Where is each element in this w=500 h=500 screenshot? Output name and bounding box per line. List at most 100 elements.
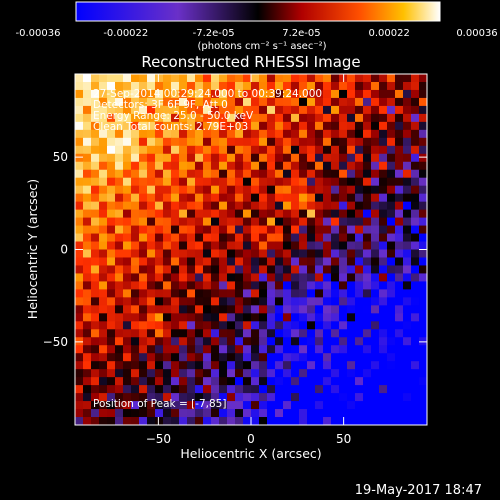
heatmap-cell — [235, 217, 244, 227]
heatmap-cell — [179, 297, 188, 306]
heatmap-cell — [187, 369, 196, 378]
heatmap-cell — [339, 233, 348, 243]
heatmap-cell — [387, 417, 396, 425]
heatmap-cell — [195, 74, 204, 83]
heatmap-cell — [123, 281, 132, 290]
heatmap-cell — [139, 169, 148, 179]
heatmap-cell — [91, 225, 100, 235]
heatmap-cell — [403, 225, 412, 235]
heatmap-cell — [291, 81, 300, 91]
heatmap-cell — [275, 401, 284, 410]
heatmap-cell — [203, 377, 212, 386]
heatmap-cell — [107, 281, 116, 290]
heatmap-cell — [251, 313, 260, 322]
heatmap-cell — [147, 409, 156, 418]
heatmap-cell — [387, 329, 396, 338]
heatmap-cell — [315, 289, 324, 298]
heatmap-cell — [267, 185, 276, 195]
heatmap-cell — [315, 129, 324, 139]
heatmap-cell — [339, 249, 348, 259]
heatmap-cell — [275, 361, 284, 370]
heatmap-cell — [379, 185, 388, 195]
heatmap-cell — [139, 81, 148, 91]
heatmap-cell — [155, 185, 164, 195]
heatmap-cell — [123, 297, 132, 306]
heatmap-cell — [227, 385, 236, 394]
heatmap-cell — [243, 137, 252, 147]
heatmap-cell — [307, 161, 316, 171]
heatmap-cell — [411, 393, 420, 402]
heatmap-cell — [163, 193, 172, 203]
heatmap-cell — [419, 209, 427, 219]
heatmap-cell — [83, 313, 92, 322]
heatmap-cell — [395, 169, 404, 179]
heatmap-cell — [99, 401, 108, 410]
heatmap-cell — [123, 385, 132, 394]
heatmap-cell — [339, 129, 348, 139]
heatmap-cell — [227, 289, 236, 298]
heatmap-cell — [355, 177, 364, 187]
heatmap-cell — [91, 273, 100, 283]
heatmap-cell — [387, 345, 396, 354]
heatmap-cell — [363, 169, 372, 179]
heatmap-cell — [211, 321, 220, 330]
heatmap-cell — [419, 153, 427, 163]
heatmap-cell — [299, 185, 308, 195]
heatmap-cell — [203, 281, 212, 290]
heatmap-cell — [251, 281, 260, 290]
heatmap-cell — [171, 409, 180, 418]
heatmap-cell — [203, 393, 212, 402]
heatmap-cell — [211, 305, 220, 314]
heatmap-cell — [163, 233, 172, 243]
heatmap-cell — [235, 113, 244, 123]
heatmap-cell — [227, 81, 236, 91]
heatmap-cell — [251, 209, 260, 219]
heatmap-cell — [163, 249, 172, 259]
heatmap-cell — [411, 417, 420, 425]
heatmap-cell — [395, 273, 404, 283]
heatmap-cell — [235, 89, 244, 99]
heatmap-cell — [235, 129, 244, 139]
heatmap-cell — [107, 209, 116, 219]
heatmap-cell — [147, 265, 156, 275]
heatmap-cell — [83, 201, 92, 211]
heatmap-cell — [363, 289, 372, 298]
heatmap-cell — [259, 161, 268, 171]
heatmap-cell — [243, 369, 252, 378]
heatmap-cell — [195, 217, 204, 227]
heatmap-cell — [107, 369, 116, 378]
heatmap-cell — [403, 97, 412, 107]
heatmap-cell — [411, 121, 420, 131]
heatmap-cell — [419, 297, 427, 306]
heatmap-cell — [371, 145, 380, 155]
heatmap-cell — [403, 297, 412, 306]
heatmap-cell — [83, 113, 92, 123]
heatmap-cell — [75, 329, 84, 338]
heatmap-cell — [219, 105, 228, 115]
heatmap-cell — [307, 313, 316, 322]
heatmap-cell — [107, 153, 116, 163]
heatmap-cell — [315, 201, 324, 211]
heatmap-cell — [163, 241, 172, 251]
heatmap-cell — [419, 113, 427, 123]
heatmap-cell — [339, 329, 348, 338]
heatmap-cell — [331, 161, 340, 171]
heatmap-cell — [347, 385, 356, 394]
heatmap-cell — [411, 113, 420, 123]
heatmap-cell — [411, 145, 420, 155]
heatmap-cell — [171, 74, 180, 83]
heatmap-cell — [99, 313, 108, 322]
heatmap-cell — [379, 345, 388, 354]
heatmap-cell — [115, 233, 124, 243]
heatmap-cell — [195, 185, 204, 195]
heatmap-cell — [179, 241, 188, 251]
heatmap-cell — [163, 297, 172, 306]
heatmap-cell — [291, 105, 300, 115]
heatmap-cell — [163, 225, 172, 235]
heatmap-cell — [147, 137, 156, 147]
heatmap-cell — [171, 273, 180, 283]
heatmap-cell — [243, 233, 252, 243]
heatmap-cell — [387, 105, 396, 115]
heatmap-cell — [219, 409, 228, 418]
heatmap-cell — [179, 105, 188, 115]
